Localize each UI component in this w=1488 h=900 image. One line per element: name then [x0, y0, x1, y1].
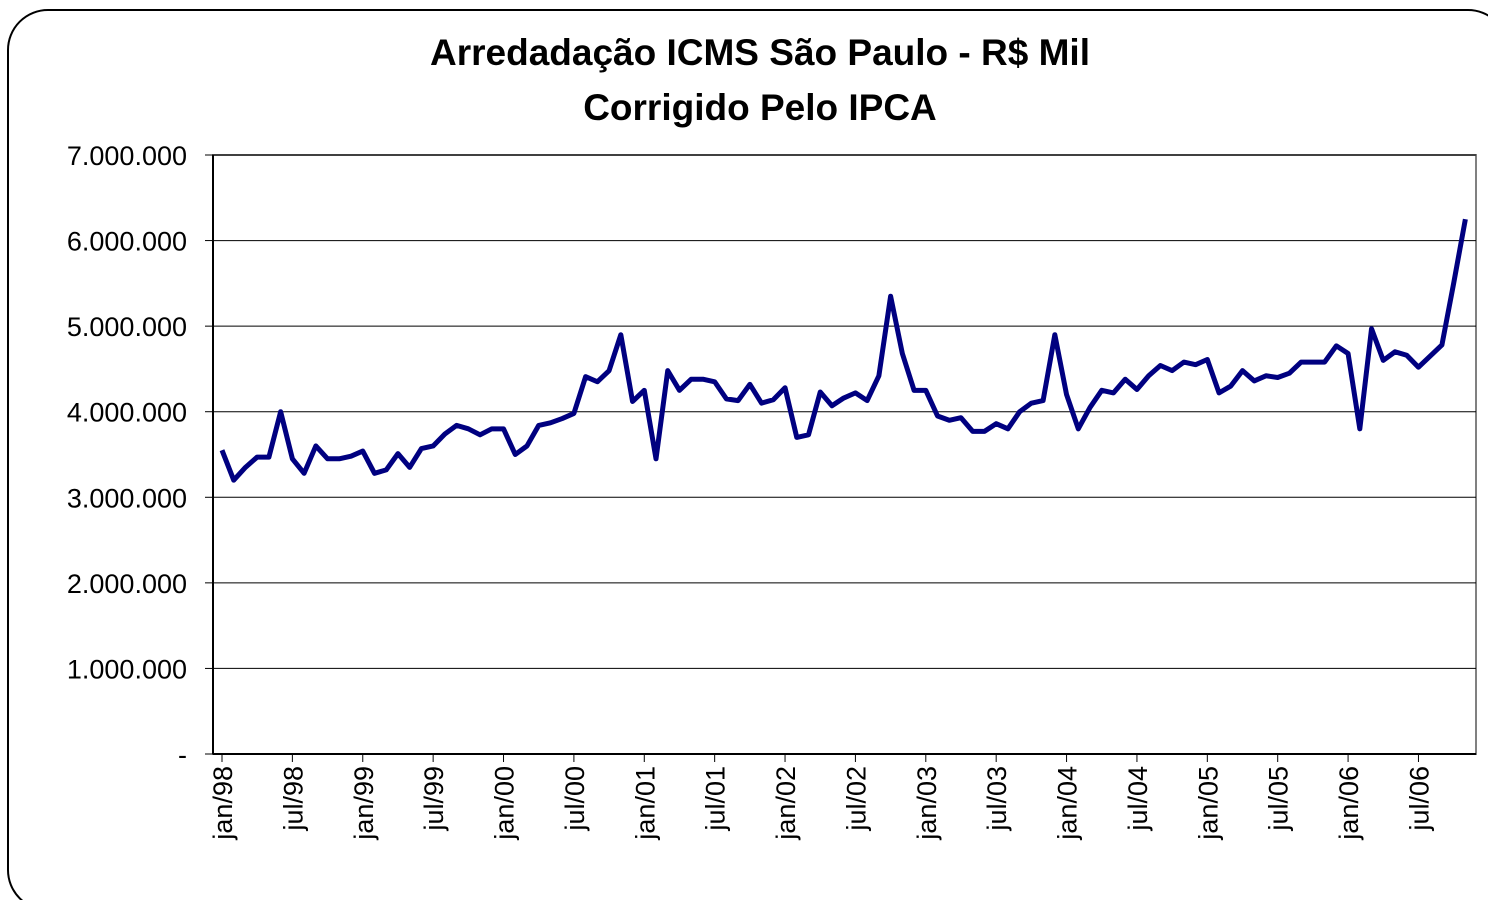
x-tick-label: jan/03 [912, 766, 942, 841]
x-tick-label: jan/01 [630, 766, 660, 841]
x-tick-label: jan/99 [349, 766, 379, 841]
plot-area [212, 154, 1477, 755]
x-tick-label: jul/06 [1404, 766, 1434, 832]
x-tick-label: jul/00 [560, 766, 590, 832]
x-tick-label: jan/05 [1193, 766, 1223, 841]
x-tick-label: jul/98 [278, 766, 308, 832]
y-tick-label: 4.000.000 [67, 398, 187, 428]
x-tick-label: jan/00 [490, 766, 520, 841]
y-tick-label: 7.000.000 [67, 141, 187, 171]
x-tick-label: jul/05 [1264, 766, 1294, 832]
y-tick-label: 2.000.000 [67, 569, 187, 599]
x-tick-label: jan/02 [771, 766, 801, 841]
line-series [219, 218, 1468, 483]
x-tick-label: jan/04 [1053, 766, 1083, 841]
x-tick-label: jul/01 [701, 766, 731, 832]
chart-subtitle: Corrigido Pelo IPCA [583, 87, 937, 128]
x-tick-label: jul/99 [419, 766, 449, 832]
x-tick-label: jan/98 [208, 766, 238, 841]
y-tick-label: 6.000.000 [67, 227, 187, 257]
x-tick-label: jul/02 [841, 766, 871, 832]
x-tick-label: jan/06 [1334, 766, 1364, 841]
y-tick-label: 5.000.000 [67, 312, 187, 342]
y-tick-label: 1.000.000 [67, 654, 187, 684]
chart-title: Arredadação ICMS São Paulo - R$ Mil [430, 32, 1090, 73]
y-tick-label: - [178, 740, 187, 770]
x-tick-label: jul/03 [982, 766, 1012, 832]
y-tick-label: 3.000.000 [67, 483, 187, 513]
x-tick-label: jul/04 [1123, 766, 1153, 832]
